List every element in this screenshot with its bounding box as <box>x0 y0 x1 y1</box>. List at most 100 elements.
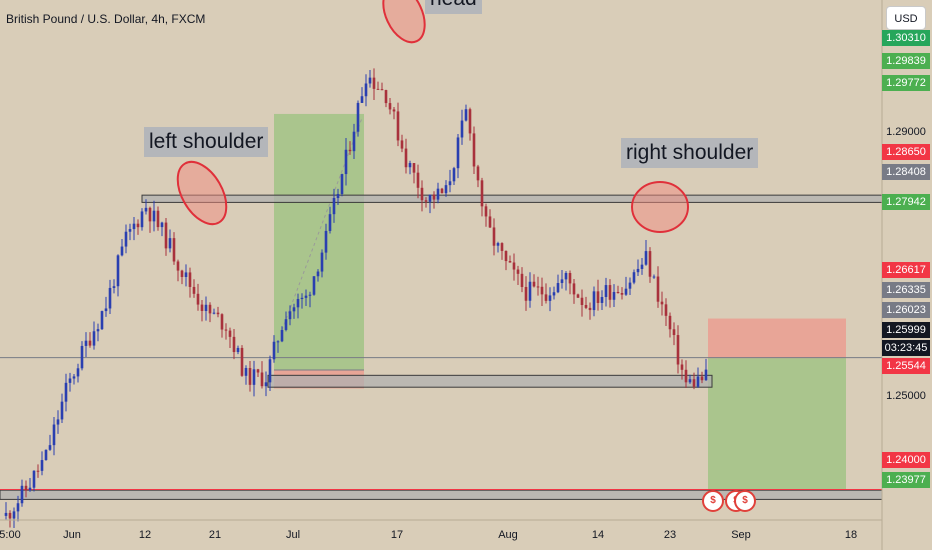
candle-body <box>256 369 260 373</box>
short-loss-zone <box>708 318 846 359</box>
candle-body <box>548 295 552 301</box>
candle-body <box>556 283 560 293</box>
candle-body <box>404 148 408 168</box>
candle-body <box>704 369 708 381</box>
candle-body <box>432 194 436 200</box>
candle-body <box>248 367 252 385</box>
candle-body <box>496 243 500 246</box>
currency-button[interactable]: USD <box>886 6 926 30</box>
candle-body <box>396 111 400 141</box>
candle-body <box>348 149 352 152</box>
candle-body <box>40 460 44 471</box>
candle-body <box>100 311 104 330</box>
candle-body <box>596 291 600 303</box>
candle-body <box>312 276 316 295</box>
candle-body <box>4 512 8 516</box>
price-label: 1.26023 <box>882 302 930 318</box>
candle-body <box>292 307 296 312</box>
candle-body <box>200 304 204 311</box>
candle-body <box>384 90 388 104</box>
candle-body <box>476 166 480 181</box>
candle-body <box>80 345 84 369</box>
support-zone <box>267 374 713 388</box>
candle-body <box>228 330 232 337</box>
candle-body <box>652 276 656 278</box>
candle-body <box>540 286 544 295</box>
price-label: 1.28650 <box>882 144 930 160</box>
candle-body <box>444 185 448 194</box>
candle-body <box>568 273 572 284</box>
candle-body <box>392 109 396 112</box>
candle-body <box>400 140 404 149</box>
candle-body <box>376 88 380 90</box>
candle-body <box>8 512 12 519</box>
candle-body <box>424 200 428 202</box>
candle-body <box>116 255 120 287</box>
candle-body <box>212 312 216 314</box>
candle-body <box>668 315 672 330</box>
candle-body <box>32 470 36 488</box>
candle-body <box>448 181 452 186</box>
candle-body <box>324 230 328 253</box>
candle-body <box>364 83 368 97</box>
candle-body <box>244 367 248 376</box>
long-path-line <box>281 117 363 331</box>
candle-body <box>64 382 68 402</box>
candle-body <box>124 231 128 247</box>
chart-title: British Pound / U.S. Dollar, 4h, FXCM <box>6 12 206 26</box>
candle-body <box>528 281 532 301</box>
candle-body <box>580 297 584 305</box>
time-tick: 17 <box>390 529 404 541</box>
candle-body <box>640 264 644 269</box>
price-label: 1.29839 <box>882 53 930 69</box>
candle-body <box>288 311 292 320</box>
candle-body <box>28 487 32 491</box>
candle-body <box>188 272 192 287</box>
candle-body <box>656 276 660 302</box>
candle-body <box>536 286 540 288</box>
time-tick: Aug <box>498 529 518 541</box>
candle-body <box>464 109 468 121</box>
candle-body <box>552 292 556 296</box>
candle-body <box>576 294 580 298</box>
head-label: head <box>425 0 482 14</box>
price-label: 1.26617 <box>882 262 930 278</box>
candle-body <box>516 269 520 274</box>
us-flag-event-icon[interactable]: $ <box>734 490 756 512</box>
time-tick: Sep <box>731 529 751 541</box>
resistance-zone <box>141 194 883 203</box>
price-label: 1.28408 <box>882 164 930 180</box>
candle-body <box>220 314 224 330</box>
candle-body <box>148 207 152 222</box>
candle-body <box>452 168 456 182</box>
candle-body <box>192 286 196 294</box>
candle-body <box>168 238 172 249</box>
price-label: 1.24000 <box>882 452 930 468</box>
candle-body <box>132 223 136 230</box>
time-tick: 23 <box>663 529 677 541</box>
candle-body <box>240 347 244 376</box>
candle-body <box>368 77 372 84</box>
candle-body <box>232 336 236 353</box>
left-shoulder-ellipse <box>176 160 228 226</box>
candle-body <box>352 131 356 152</box>
candle-body <box>616 291 620 294</box>
time-tick: Jul <box>285 529 301 541</box>
candle-body <box>588 307 592 311</box>
candle-body <box>684 369 688 383</box>
time-tick: 21 <box>208 529 222 541</box>
candle-body <box>140 211 144 228</box>
candle-body <box>380 89 384 91</box>
candle-body <box>280 329 284 342</box>
us-flag-event-icon[interactable]: $ <box>702 490 724 512</box>
candle-body <box>236 347 240 353</box>
candle-body <box>600 297 604 303</box>
candle-body <box>492 227 496 246</box>
right-shoulder-ellipse <box>631 181 689 233</box>
candle-body <box>544 294 548 301</box>
candle-body <box>84 340 88 346</box>
candle-body <box>60 401 64 420</box>
candle-body <box>356 102 360 132</box>
candle-body <box>488 216 492 228</box>
